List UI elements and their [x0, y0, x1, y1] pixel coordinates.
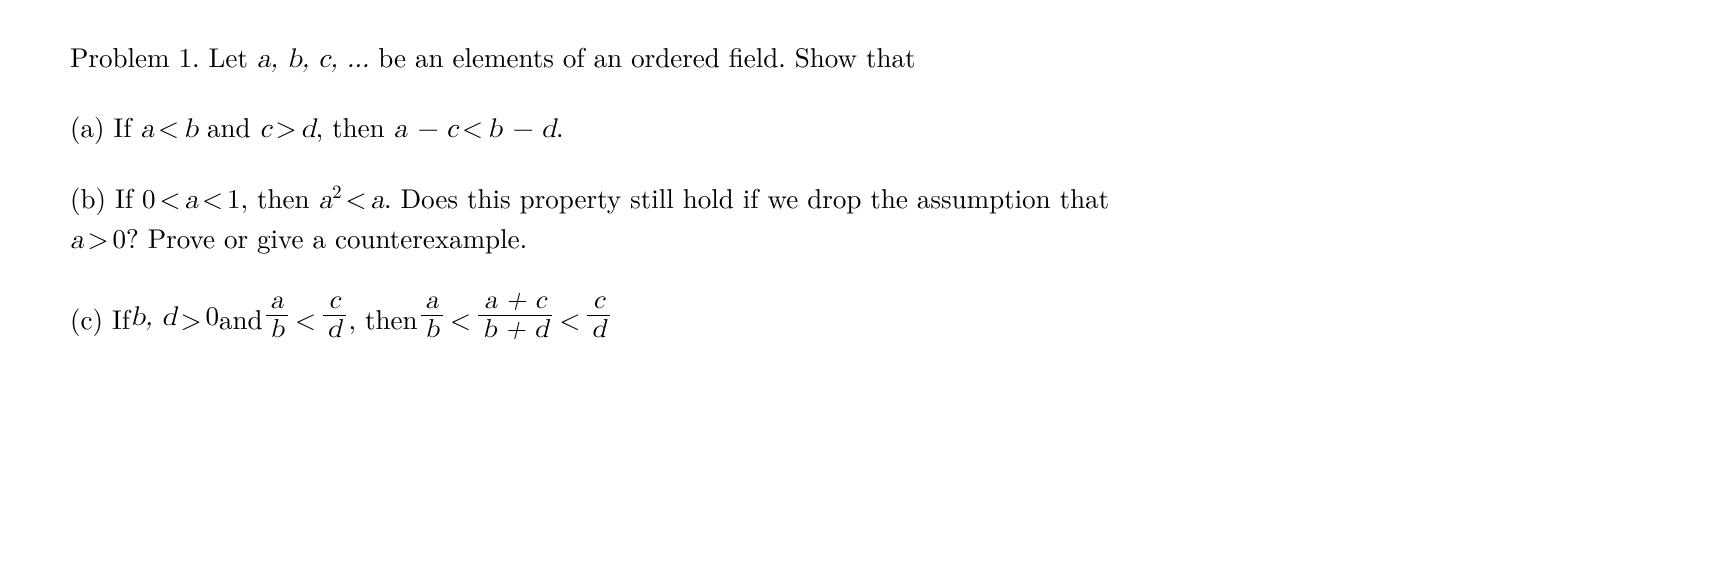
c-f5-den: d [587, 316, 609, 345]
c-f1-num: a [266, 288, 288, 316]
a-concl-rhs: b − d [487, 116, 556, 143]
a-ineq1-rhs: b [183, 116, 198, 143]
a-concl-op: < [458, 107, 487, 145]
b-chain-0: 0 [142, 187, 156, 214]
a-ineq1-op: < [154, 107, 183, 145]
part-c-label: (c) If [70, 300, 130, 336]
b-chain-op2: < [198, 178, 227, 216]
heading-prefix: Problem 1. Let [70, 37, 257, 75]
b-chain-a: a [185, 187, 199, 214]
heading-suffix: be an elements of an ordered field. Show… [369, 37, 915, 75]
c-lt1: < [291, 300, 320, 336]
c-f2-den: d [323, 316, 345, 345]
b-line2-var: a [70, 227, 84, 254]
c-hyp-op: > [177, 300, 206, 336]
a-and: and [198, 107, 260, 145]
b-tail1: . Does this property still hold if we dr… [384, 178, 1109, 216]
c-hyp-zero: 0 [206, 300, 220, 336]
a-then: , then [316, 107, 394, 145]
c-frac-5: c d [587, 288, 609, 345]
b-line2-tail: ? Prove or give a counterexample. [126, 218, 527, 256]
problem-heading: Problem 1. Let a, b, c, ... be an elemen… [70, 38, 1640, 78]
c-hyp-vars: b, d [130, 300, 177, 336]
b-chain-1: 1 [227, 187, 241, 214]
part-b: (b) If 0<a<1, then a2<a. Does this prope… [70, 179, 1640, 260]
c-and: and [219, 300, 263, 336]
c-f3-den: b [421, 316, 443, 345]
part-a-label: (a) If [70, 107, 141, 145]
a-ineq2-op: > [272, 107, 301, 145]
document-page: Problem 1. Let a, b, c, ... be an elemen… [0, 0, 1710, 347]
a-ineq1-lhs: a [141, 116, 155, 143]
c-frac-2: c d [323, 288, 345, 345]
b-line2-zero: 0 [113, 227, 127, 254]
c-comma-then: , then [349, 300, 418, 336]
c-lt2: < [446, 300, 475, 336]
part-b-label: (b) If [70, 178, 142, 216]
a-ineq2-lhs: c [260, 116, 272, 143]
b-chain-op1: < [156, 178, 185, 216]
b-line2-op: > [84, 218, 113, 256]
c-f2-num: c [323, 288, 345, 316]
b-sq-base: a [319, 187, 333, 214]
b-sq-exp: 2 [332, 178, 341, 204]
c-f4-num: a + c [478, 288, 552, 316]
c-f5-num: c [587, 288, 609, 316]
c-frac-3: a b [421, 288, 443, 345]
c-frac-4: a + c b + d [478, 288, 552, 345]
a-period: . [556, 107, 564, 145]
b-then: , then [241, 178, 319, 216]
c-lt3: < [555, 300, 584, 336]
part-c: (c) If b, d > 0 and a b < c d , then a b… [70, 290, 1640, 347]
a-concl-lhs: a − c [394, 116, 458, 143]
heading-vars: a, b, c, ... [257, 46, 369, 73]
c-frac-1: a b [266, 288, 288, 345]
b-sq-rhs: a [371, 187, 385, 214]
c-f3-num: a [421, 288, 443, 316]
part-a: (a) If a<b and c>d, then a − c<b − d. [70, 108, 1640, 148]
b-sq-op: < [342, 178, 371, 216]
c-f4-den: b + d [478, 316, 552, 345]
a-ineq2-rhs: d [301, 116, 316, 143]
c-f1-den: b [266, 316, 288, 345]
